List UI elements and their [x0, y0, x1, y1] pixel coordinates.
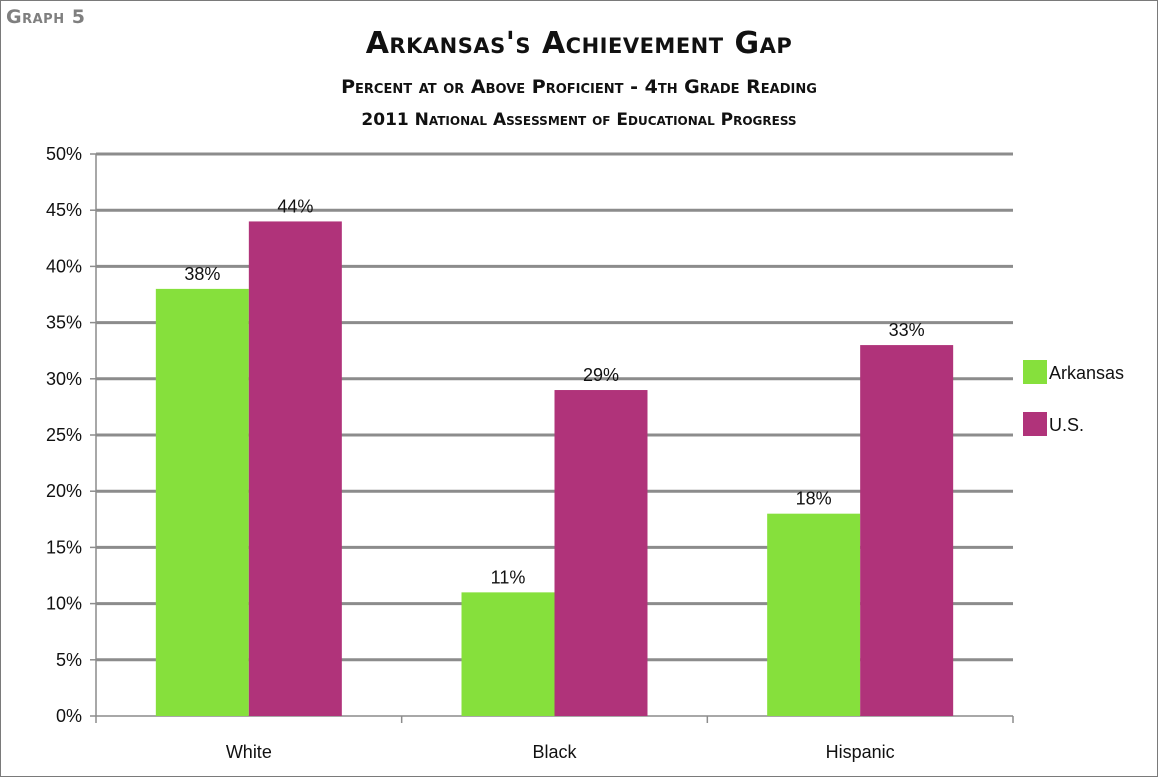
x-tick-label: Hispanic	[826, 742, 895, 762]
graph-label: Graph 5	[6, 6, 86, 28]
bar-arkansas-hispanic	[767, 513, 861, 716]
legend-swatch	[1023, 412, 1047, 436]
y-tick-label: 40%	[46, 256, 82, 276]
data-label: 38%	[184, 264, 220, 284]
y-tick-label: 10%	[46, 594, 82, 614]
legend-label: Arkansas	[1049, 363, 1124, 383]
y-tick-label: 15%	[46, 537, 82, 557]
bar-u-s-white	[248, 221, 342, 716]
x-tick-label: Black	[532, 742, 577, 762]
y-tick-label: 35%	[46, 313, 82, 333]
data-label: 44%	[277, 196, 313, 216]
y-tick-label: 45%	[46, 200, 82, 220]
data-label: 33%	[889, 320, 925, 340]
x-tick-label: White	[226, 742, 272, 762]
y-tick-label: 0%	[56, 706, 82, 726]
legend-label: U.S.	[1049, 415, 1084, 435]
data-label: 11%	[491, 567, 526, 587]
chart-subtitle: Percent at or Above Proficient - 4th Gra…	[341, 76, 817, 98]
y-tick-label: 5%	[56, 650, 82, 670]
y-tick-label: 20%	[46, 481, 82, 501]
y-tick-label: 50%	[46, 144, 82, 164]
data-label: 18%	[796, 489, 832, 509]
chart-title: Arkansas's Achievement Gap	[365, 26, 793, 61]
bar-u-s-black	[554, 390, 648, 716]
data-label: 29%	[583, 365, 619, 385]
y-tick-label: 30%	[46, 369, 82, 389]
y-tick-label: 25%	[46, 425, 82, 445]
bar-arkansas-white	[155, 288, 249, 716]
bar-u-s-hispanic	[860, 345, 954, 716]
chart-subtitle-2: 2011 National Assessment of Educational …	[361, 110, 797, 130]
bar-arkansas-black	[461, 592, 555, 716]
legend-swatch	[1023, 360, 1047, 384]
